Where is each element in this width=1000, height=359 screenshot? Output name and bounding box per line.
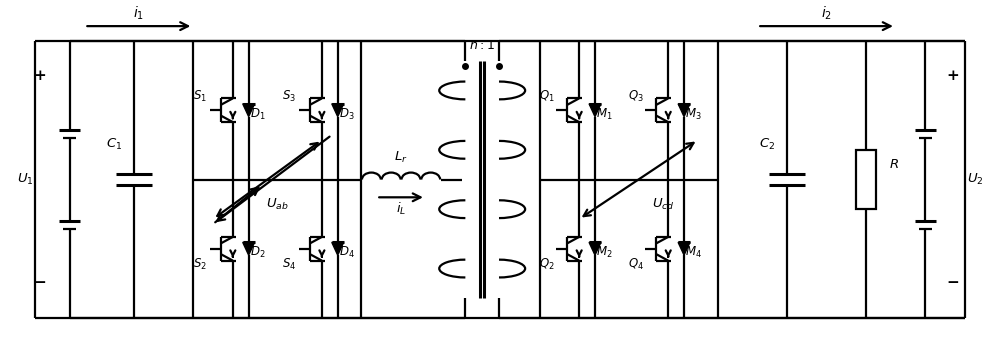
Text: −: − bbox=[947, 276, 960, 290]
Text: +: + bbox=[947, 69, 960, 83]
Text: $Q_3$: $Q_3$ bbox=[628, 89, 643, 104]
Text: $M_4$: $M_4$ bbox=[685, 245, 701, 260]
Text: $U_{cd}$: $U_{cd}$ bbox=[652, 197, 675, 212]
Text: $L_r$: $L_r$ bbox=[394, 150, 408, 165]
Text: $Q_1$: $Q_1$ bbox=[539, 89, 554, 104]
Text: $M_1$: $M_1$ bbox=[596, 107, 612, 122]
Text: $i_2$: $i_2$ bbox=[821, 5, 832, 22]
Bar bbox=[856, 150, 876, 209]
Polygon shape bbox=[243, 104, 255, 117]
Text: $D_3$: $D_3$ bbox=[339, 107, 354, 122]
Text: $U_1$: $U_1$ bbox=[17, 172, 33, 187]
Polygon shape bbox=[589, 242, 601, 255]
Text: +: + bbox=[34, 69, 46, 83]
Text: $S_4$: $S_4$ bbox=[282, 257, 296, 272]
Polygon shape bbox=[332, 242, 344, 255]
Polygon shape bbox=[243, 242, 255, 255]
Text: $S_3$: $S_3$ bbox=[282, 89, 296, 104]
Polygon shape bbox=[589, 104, 601, 117]
Text: $D_2$: $D_2$ bbox=[250, 245, 265, 260]
Polygon shape bbox=[678, 242, 690, 255]
Text: $U_{ab}$: $U_{ab}$ bbox=[266, 197, 289, 212]
Polygon shape bbox=[332, 104, 344, 117]
Text: $D_1$: $D_1$ bbox=[250, 107, 265, 122]
Text: $C_2$: $C_2$ bbox=[759, 137, 775, 153]
Text: $S_2$: $S_2$ bbox=[193, 257, 207, 272]
Text: $C_1$: $C_1$ bbox=[106, 137, 122, 153]
Text: $S_1$: $S_1$ bbox=[193, 89, 207, 104]
Text: $R$: $R$ bbox=[889, 158, 899, 171]
Text: $i_L$: $i_L$ bbox=[396, 201, 406, 217]
Text: $i_1$: $i_1$ bbox=[133, 5, 144, 22]
Text: $D_4$: $D_4$ bbox=[339, 245, 355, 260]
Text: $Q_2$: $Q_2$ bbox=[539, 257, 554, 272]
Text: −: − bbox=[34, 276, 46, 290]
Text: $n:1$: $n:1$ bbox=[469, 39, 495, 52]
Text: $U_2$: $U_2$ bbox=[967, 172, 983, 187]
Text: $M_2$: $M_2$ bbox=[596, 245, 612, 260]
Polygon shape bbox=[678, 104, 690, 117]
Text: $M_3$: $M_3$ bbox=[685, 107, 701, 122]
Text: $Q_4$: $Q_4$ bbox=[628, 257, 644, 272]
